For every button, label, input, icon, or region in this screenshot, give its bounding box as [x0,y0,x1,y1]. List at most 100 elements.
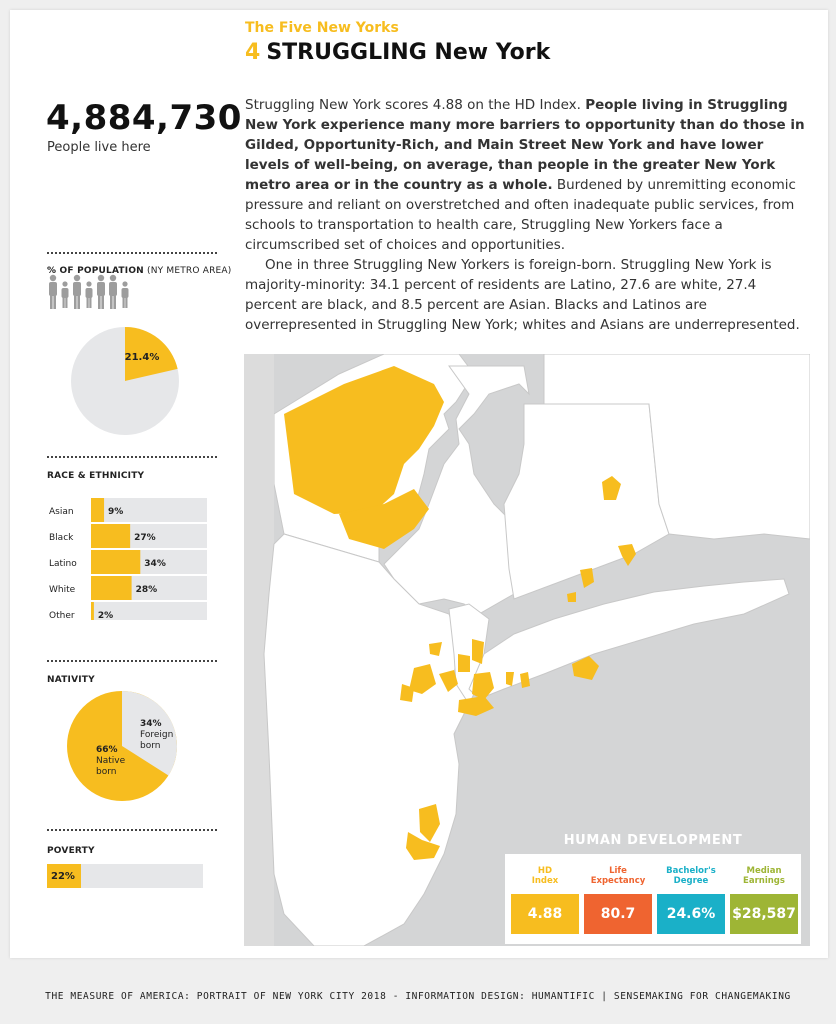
footer-credit: THE MEASURE OF AMERICA: PORTRAIT OF NEW … [45,991,791,1002]
race-category-label: Latino [49,559,77,569]
hd-metric-label: HD Index [511,860,579,892]
share-label: % OF POPULATION (NY METRO AREA) [47,266,232,276]
map-area-manhattan [458,654,470,672]
map-west [244,354,274,946]
title-text: STRUGGLING New York [266,40,551,65]
hd-metric: Median Earnings $28,587 [730,860,798,934]
race-bar [91,550,141,574]
hd-metric-label: Median Earnings [730,860,798,892]
map-area-orange-sullivan [284,366,444,514]
map-area-brooklyn [458,696,494,716]
population-label: People live here [47,140,151,155]
race-value-label: 9% [108,507,123,517]
hd-metric-label: Life Expectancy [584,860,652,892]
foreign-pct: 34% [140,719,162,729]
hd-metric-label-line1: Median [746,866,782,876]
map-area-nj-south-1 [419,804,440,842]
race-value-label: 27% [134,533,156,543]
p1-rest: Burdened by unremitting economic pressur… [245,177,796,253]
foreign-text-2: born [140,741,160,751]
map-area-bronx [472,639,484,664]
map-northeast [543,354,810,540]
race-bar [91,498,105,522]
race-value-label: 2% [98,611,113,620]
race-category-label: Other [49,611,75,620]
map-area-ct-4 [567,592,576,602]
hd-metric: Life Expectancy 80.7 [584,860,652,934]
body-text: Struggling New York scores 4.88 on the H… [245,95,810,335]
share-label-light: (NY METRO AREA) [143,266,232,276]
divider [47,660,217,662]
p1-intro: Struggling New York scores 4.88 on the H… [245,97,586,113]
race-category-label: White [49,585,76,595]
hd-metric-value: $28,587 [730,894,798,934]
poverty-bar-fill: 22% [47,864,82,888]
race-category-label: Asian [49,507,74,517]
hd-metric-label-line1: Life [609,866,627,876]
race-value-label: 28% [136,585,158,595]
hd-metric-value: 80.7 [584,894,652,934]
poverty-value: 22% [51,870,75,882]
poverty-label: POVERTY [47,846,95,856]
p1-bold: People living in Struggling New York exp… [245,97,805,193]
hd-metric-label: Bachelor's Degree [657,860,725,892]
map-area-queens [472,672,494,700]
native-text-2: born [96,767,116,777]
nativity-foreign-slice [122,691,177,776]
map-area-nj-3 [400,684,414,702]
race-bar-track [91,498,207,522]
hd-metric-value: 24.6% [657,894,725,934]
map-area-nj-south-2 [406,832,440,860]
map-area-ct-3 [580,568,594,588]
divider [47,829,217,831]
hd-metric-label-line2: Expectancy [590,876,646,886]
race-bar-track [91,602,207,620]
map-area-li-2 [520,672,530,688]
hd-metric-label-line2: Earnings [743,876,785,886]
human-development-title: HUMAN DEVELOPMENT [563,833,743,848]
hd-metric-label-line2: Index [531,876,559,886]
poverty-bar-track: 22% [47,864,203,888]
native-pct: 66% [96,745,118,755]
hd-metric: HD Index 4.88 [511,860,579,934]
title-number: 4 [245,40,261,65]
race-bar [91,602,94,620]
body-paragraph-1: Struggling New York scores 4.88 on the H… [245,95,810,255]
share-pie-slice [125,327,178,381]
body-paragraph-2: One in three Struggling New Yorkers is f… [245,257,800,333]
hd-metric-label-line1: Bachelor's [666,866,716,876]
people-icon [49,274,129,309]
hd-metric-label-line1: HD [537,866,553,876]
map-area-nj-2 [409,664,436,694]
divider [47,252,217,254]
map-area-li-1 [572,656,599,680]
series-kicker: The Five New Yorks [245,20,399,36]
region-map [244,354,810,946]
map-area-nj-1 [429,642,442,656]
hd-metric-value: 4.88 [511,894,579,934]
map-long-island [468,578,790,700]
page-title: 4 STRUGGLING New York [245,40,550,65]
map-svg [244,354,810,946]
native-text-1: Native [96,756,126,766]
race-bar [91,576,132,600]
race-label: RACE & ETHNICITY [47,471,145,481]
share-label-bold: % OF POPULATION [47,266,144,276]
nativity-label: NATIVITY [47,675,95,685]
race-value-label: 34% [144,559,166,569]
race-category-label: Black [49,533,74,543]
map-area-li-3 [506,672,514,686]
map-area-orange-county [339,489,429,549]
share-pie-chart: 21.4% [71,327,179,435]
nativity-pie-chart: 34% Foreign born 66% Native born [67,691,177,801]
race-bar-chart: Asian 9% Black 27% Latino 34% White 28% Other 2% [49,498,207,620]
foreign-text-1: Foreign [140,730,173,740]
hd-metric-label-line2: Degree [673,876,709,886]
map-area-ct-1 [602,476,621,500]
population-count: 4,884,730 [46,98,242,138]
map-area-nj-4 [439,670,458,692]
divider [47,456,217,458]
share-pie-label: 21.4% [125,352,160,363]
race-bar [91,524,131,548]
hd-metric: Bachelor's Degree 24.6% [657,860,725,934]
